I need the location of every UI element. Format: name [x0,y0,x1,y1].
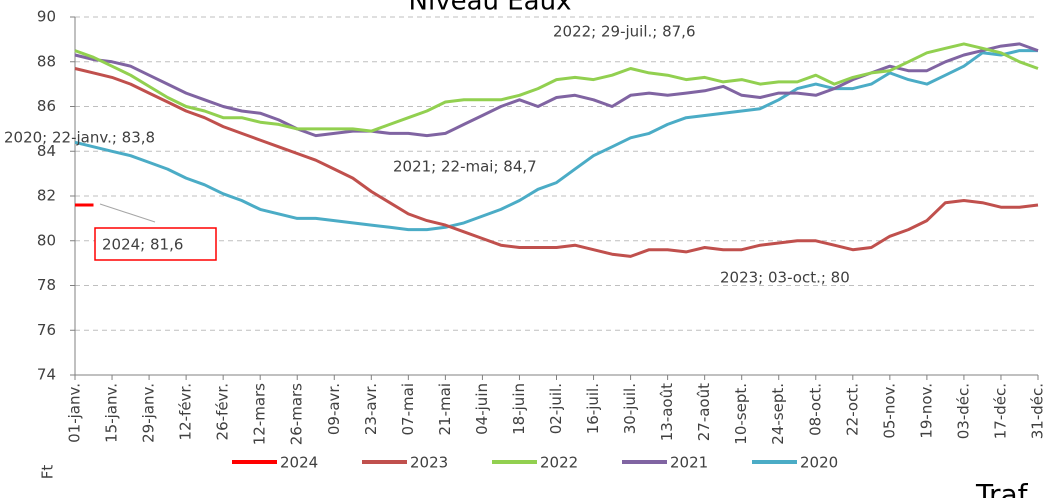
x-tick-label: 12-févr. [177,383,195,440]
series-line [74,42,1039,138]
x-tick-label: 21-mai [436,383,454,435]
x-tick-label: 09-avr. [325,383,343,435]
annotation: 2022; 29-juil.; 87,6 [553,23,696,41]
y-tick-label: 84 [37,142,56,160]
x-tick-label: 29-janv. [140,383,158,443]
footer-text: Traf [975,478,1029,498]
x-tick-label: 30-juil. [621,383,639,434]
x-tick-label: 03-déc. [954,383,972,439]
x-tick-label: 19-nov. [917,383,935,439]
y-tick-label: 74 [37,366,56,384]
x-tick-label: 26-févr. [214,383,232,440]
chart-title: Niveau Eaux [409,0,572,17]
annotation: 2024; 81,6 [102,236,183,254]
x-tick-label: 04-juin [473,383,491,435]
x-tick-label: 17-déc. [991,383,1009,439]
x-tick-label: 27-août [695,383,713,441]
legend-label: 2022 [540,454,578,472]
annotation: 2023; 03-oct.; 80 [720,269,850,287]
x-tick-label: 02-juil. [547,383,565,434]
annotation: 2021; 22-mai; 84,7 [393,158,537,176]
legend-label: 2020 [800,454,838,472]
series-line [74,67,1039,258]
x-tick-label: 07-mai [399,383,417,435]
legend-label: 2024 [280,454,318,472]
x-tick-label: 26-mars [288,383,306,445]
y-tick-label: 88 [37,52,56,70]
x-tick-label: 15-janv. [103,383,121,443]
x-tick-label: 24-sept. [769,383,787,445]
x-tick-label: 12-mars [251,383,269,445]
x-tick-label: 31-déc. [1029,383,1047,439]
y-tick-label: 90 [37,8,56,26]
x-tick-label: 18-juin [510,383,528,435]
leader-line [99,203,156,223]
x-tick-label: 08-oct. [806,383,824,436]
y-tick-label: 86 [37,97,56,115]
y-tick-label: 76 [37,321,56,339]
x-tick-label: 01-janv. [66,383,84,443]
y-tick-label: 78 [37,276,56,294]
x-tick-label: 23-avr. [362,383,380,435]
series-line [74,42,1039,133]
y-axis-label: Ft [39,465,57,480]
legend-label: 2021 [670,454,708,472]
x-tick-label: 22-oct. [843,383,861,436]
x-tick-label: 05-nov. [880,383,898,439]
annotation: 2020; 22-janv.; 83,8 [4,129,155,147]
y-tick-label: 80 [37,231,56,249]
series-line [74,49,1038,232]
x-tick-label: 16-juil. [584,383,602,434]
y-tick-label: 82 [37,187,56,205]
legend-label: 2023 [410,454,448,472]
x-tick-label: 10-sept. [732,383,750,445]
x-tick-label: 13-août [658,383,676,441]
label-box [94,227,217,261]
